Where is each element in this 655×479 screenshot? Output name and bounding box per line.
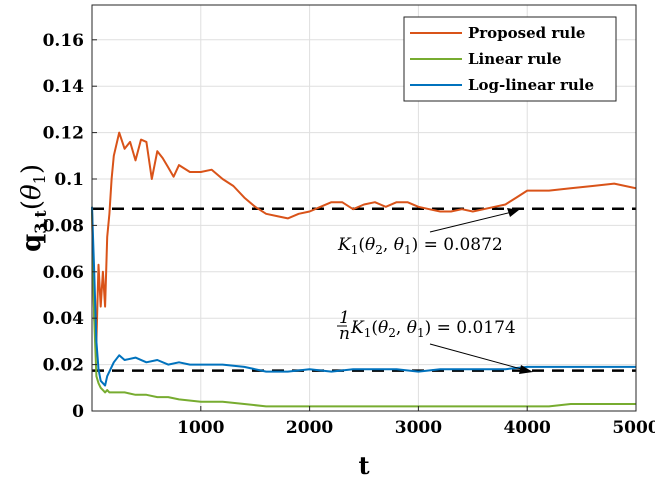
y-tick-label: 0.16 [43,31,84,51]
y-tick-label: 0.14 [43,77,85,97]
y-tick-label: 0.12 [43,124,84,144]
svg-text:n: n [339,324,350,344]
axis-ticks [92,39,637,412]
annotation-k1-arrowhead [507,208,519,217]
svg-text:K1(θ2, θ1) = 0.0174: K1(θ2, θ1) = 0.0174 [350,318,516,340]
y-tick-label: 0.06 [43,263,84,283]
legend-label-loglinear: Log-linear rule [468,76,594,94]
x-tick-label: 4000 [504,418,551,438]
series-line-0 [91,131,637,343]
y-tick-label: 0.02 [43,356,84,376]
y-tick-label: 0.04 [43,309,85,329]
series-line-1 [91,206,636,408]
series-line-2 [91,206,636,387]
reference-lines [92,207,636,372]
tick-labels: 1000 2000 3000 4000 5000 0 0.02 0.04 0.06 0.08 0.1… [43,31,655,438]
x-tick-label: 3000 [395,418,442,438]
svg-text:1: 1 [339,308,350,328]
legend-label-proposed: Proposed rule [468,24,585,42]
annotation-k1-over-n-arrow [429,343,526,371]
annotation-k1-over-n-arrowhead [519,365,533,374]
legend: Proposed rule Linear rule Log-linear rul… [403,16,617,102]
annotation-k1: K1(θ2, θ1) = 0.0872 [337,208,519,257]
y-axis-label: q3,t(θ1) [17,164,50,252]
y-tick-label: 0.08 [43,216,84,236]
x-axis-label: t [358,451,369,479]
annotation-k1-over-n: 1 n K1(θ2, θ1) = 0.0174 [337,308,533,374]
y-tick-label: 0.1 [54,170,84,190]
svg-text:q3,t(θ1): q3,t(θ1) [17,164,50,252]
legend-label-linear: Linear rule [468,50,562,68]
x-tick-label: 5000 [612,418,655,438]
x-tick-label: 2000 [286,418,333,438]
svg-text:K1(θ2, θ1) = 0.0872: K1(θ2, θ1) = 0.0872 [337,235,503,257]
series-group [91,131,637,408]
annotation-k1-arrow [429,211,513,233]
plot-frame [91,4,637,412]
x-tick-label: 1000 [177,418,224,438]
y-tick-label: 0 [72,402,84,422]
